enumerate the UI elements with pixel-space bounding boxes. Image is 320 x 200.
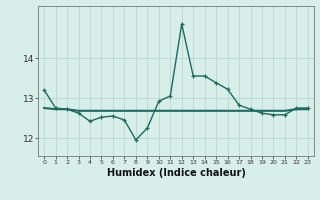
X-axis label: Humidex (Indice chaleur): Humidex (Indice chaleur) bbox=[107, 168, 245, 178]
